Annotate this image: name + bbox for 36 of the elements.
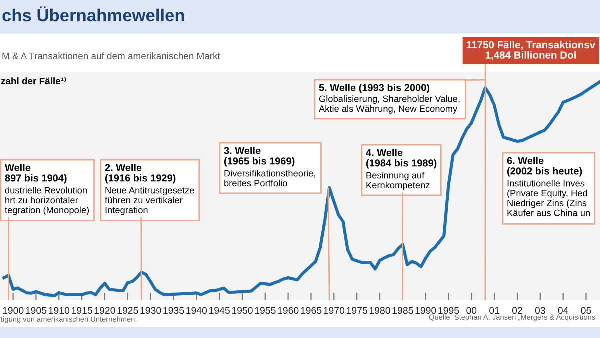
- annotation: 6. Welle (2002 bis heute) Institutionelle Inves (Private Equity, Hed Niedriger Zins (Zins Käufer aus China un: [507, 157, 590, 216]
- x-tick-label: 1970: [324, 307, 345, 314]
- x-tick-label: 1905: [26, 307, 47, 314]
- x-tick-label: 1990: [416, 307, 436, 314]
- x-tick-label: 1925: [118, 307, 138, 314]
- x-tick-label: 1985: [392, 307, 414, 314]
- text: 5. Welle (1993 bis 2000) Globalisierung, Shareholder Value, Aktie als Währung, New Economy: [319, 84, 460, 114]
- x-tick-label: 1900: [3, 307, 24, 314]
- x-tick-label: 1930: [140, 307, 162, 314]
- x-tick-label: 1910: [49, 307, 70, 314]
- x-tick-label: 1940: [186, 307, 208, 314]
- x-tick-label: 1945: [209, 307, 230, 314]
- x-tick-label: 1980: [370, 307, 390, 314]
- chart-subtitle: M & A Transaktionen auf dem amerikanischen Markt: [2, 52, 220, 60]
- annotation: Welle 897 bis 1904) dustrielle Revolution hrt zu horizontaler tegration (Monopole): [5, 164, 90, 216]
- x-tick-label: 05: [581, 307, 592, 314]
- x-tick-label: 02: [512, 307, 522, 314]
- x-tick-label: 03: [535, 307, 546, 314]
- annotation: 2. Welle (1916 bis 1929) Neue Antitrustgesetze führen zu vertikaler Integration: [105, 164, 194, 216]
- x-tick-label: 01: [490, 307, 500, 314]
- x-tick-label: 1960: [278, 307, 299, 314]
- x-tick-label: 1935: [164, 307, 184, 314]
- y-axis-title: zahl der Fälle¹⁾: [1, 77, 66, 85]
- x-tick-label: 1955: [255, 307, 276, 314]
- x-tick-label: 1915: [72, 307, 92, 314]
- x-tick-label: 00: [466, 307, 477, 314]
- text: 11750 Fälle, Transaktionsv 1,484 Billionen Dol: [467, 41, 596, 60]
- x-tick-label: 1950: [232, 307, 253, 314]
- x-tick-label: 04: [558, 307, 568, 314]
- annotation: 3. Welle (1965 bis 1969) Diversifikationstheorie, breites Portfolio: [224, 147, 316, 187]
- x-tick-label: 1920: [94, 307, 116, 314]
- annotation: 4. Welle (1984 bis 1989) Besinnung auf Kernkompetenz: [366, 149, 437, 190]
- x-tick-label: 1965: [301, 307, 322, 314]
- x-tick-label: 1975: [346, 307, 368, 314]
- chart-title: chs Übernahmewellen: [2, 6, 184, 22]
- x-tick-label: 1995: [438, 307, 460, 314]
